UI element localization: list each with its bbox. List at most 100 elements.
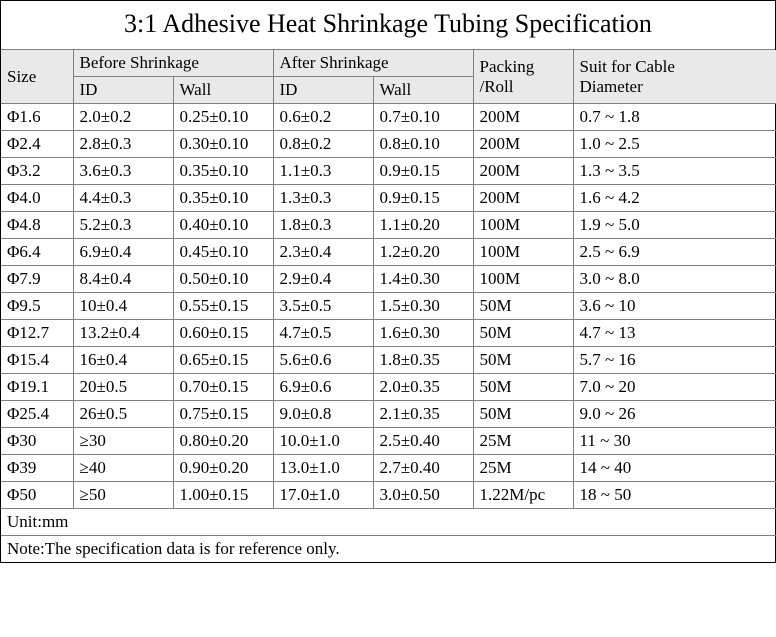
- cell-bwall: 0.45±0.10: [173, 239, 273, 266]
- cell-size: Φ50: [1, 482, 73, 509]
- cell-pack: 50M: [473, 347, 573, 374]
- cell-awall: 2.1±0.35: [373, 401, 473, 428]
- cell-bid: 10±0.4: [73, 293, 173, 320]
- note-row: Note:The specification data is for refer…: [1, 536, 776, 563]
- cell-suit: 4.7 ~ 13: [573, 320, 776, 347]
- cell-size: Φ1.6: [1, 104, 73, 131]
- table-row: Φ39≥400.90±0.2013.0±1.02.7±0.4025M14 ~ 4…: [1, 455, 776, 482]
- cell-bid: 16±0.4: [73, 347, 173, 374]
- cell-suit: 11 ~ 30: [573, 428, 776, 455]
- cell-size: Φ3.2: [1, 158, 73, 185]
- spec-table-container: 3:1 Adhesive Heat Shrinkage Tubing Speci…: [0, 0, 776, 563]
- cell-size: Φ39: [1, 455, 73, 482]
- header-packing: Packing /Roll: [473, 50, 573, 104]
- cell-bid: ≥30: [73, 428, 173, 455]
- cell-awall: 2.7±0.40: [373, 455, 473, 482]
- cell-size: Φ7.9: [1, 266, 73, 293]
- header-suit-l2: Diameter: [580, 77, 643, 96]
- cell-pack: 200M: [473, 104, 573, 131]
- cell-aid: 6.9±0.6: [273, 374, 373, 401]
- cell-pack: 50M: [473, 320, 573, 347]
- cell-aid: 1.3±0.3: [273, 185, 373, 212]
- cell-aid: 10.0±1.0: [273, 428, 373, 455]
- cell-size: Φ2.4: [1, 131, 73, 158]
- cell-size: Φ25.4: [1, 401, 73, 428]
- table-row: Φ7.98.4±0.40.50±0.102.9±0.41.4±0.30100M3…: [1, 266, 776, 293]
- header-after-wall: Wall: [373, 77, 473, 104]
- header-size: Size: [1, 50, 73, 104]
- cell-awall: 3.0±0.50: [373, 482, 473, 509]
- table-row: Φ25.426±0.50.75±0.159.0±0.82.1±0.3550M9.…: [1, 401, 776, 428]
- header-after-id: ID: [273, 77, 373, 104]
- cell-bwall: 0.90±0.20: [173, 455, 273, 482]
- cell-pack: 1.22M/pc: [473, 482, 573, 509]
- table-row: Φ1.62.0±0.20.25±0.100.6±0.20.7±0.10200M0…: [1, 104, 776, 131]
- cell-bid: ≥40: [73, 455, 173, 482]
- cell-pack: 50M: [473, 401, 573, 428]
- cell-size: Φ15.4: [1, 347, 73, 374]
- cell-bid: 6.9±0.4: [73, 239, 173, 266]
- cell-bid: 2.8±0.3: [73, 131, 173, 158]
- cell-suit: 9.0 ~ 26: [573, 401, 776, 428]
- cell-suit: 14 ~ 40: [573, 455, 776, 482]
- cell-bid: 4.4±0.3: [73, 185, 173, 212]
- cell-aid: 9.0±0.8: [273, 401, 373, 428]
- cell-suit: 3.0 ~ 8.0: [573, 266, 776, 293]
- cell-suit: 1.3 ~ 3.5: [573, 158, 776, 185]
- cell-awall: 1.4±0.30: [373, 266, 473, 293]
- cell-aid: 1.1±0.3: [273, 158, 373, 185]
- header-before-wall: Wall: [173, 77, 273, 104]
- cell-bwall: 0.35±0.10: [173, 158, 273, 185]
- cell-aid: 1.8±0.3: [273, 212, 373, 239]
- cell-bid: 2.0±0.2: [73, 104, 173, 131]
- cell-aid: 3.5±0.5: [273, 293, 373, 320]
- cell-bwall: 0.70±0.15: [173, 374, 273, 401]
- cell-bid: 8.4±0.4: [73, 266, 173, 293]
- cell-awall: 0.8±0.10: [373, 131, 473, 158]
- cell-bid: 26±0.5: [73, 401, 173, 428]
- cell-awall: 0.9±0.15: [373, 158, 473, 185]
- cell-bwall: 0.35±0.10: [173, 185, 273, 212]
- cell-pack: 200M: [473, 131, 573, 158]
- cell-aid: 2.9±0.4: [273, 266, 373, 293]
- table-row: Φ6.46.9±0.40.45±0.102.3±0.41.2±0.20100M2…: [1, 239, 776, 266]
- table-header: Size Before Shrinkage After Shrinkage Pa…: [1, 50, 776, 104]
- cell-bwall: 0.65±0.15: [173, 347, 273, 374]
- header-suit-l1: Suit for Cable: [580, 57, 675, 76]
- cell-bwall: 0.25±0.10: [173, 104, 273, 131]
- cell-bid: 5.2±0.3: [73, 212, 173, 239]
- cell-awall: 0.9±0.15: [373, 185, 473, 212]
- cell-bwall: 0.60±0.15: [173, 320, 273, 347]
- cell-awall: 2.5±0.40: [373, 428, 473, 455]
- cell-pack: 200M: [473, 158, 573, 185]
- cell-suit: 1.0 ~ 2.5: [573, 131, 776, 158]
- cell-aid: 13.0±1.0: [273, 455, 373, 482]
- cell-suit: 18 ~ 50: [573, 482, 776, 509]
- cell-aid: 17.0±1.0: [273, 482, 373, 509]
- cell-aid: 4.7±0.5: [273, 320, 373, 347]
- cell-pack: 100M: [473, 239, 573, 266]
- cell-aid: 0.6±0.2: [273, 104, 373, 131]
- table-row: Φ4.04.4±0.30.35±0.101.3±0.30.9±0.15200M1…: [1, 185, 776, 212]
- table-row: Φ4.85.2±0.30.40±0.101.8±0.31.1±0.20100M1…: [1, 212, 776, 239]
- table-row: Φ2.42.8±0.30.30±0.100.8±0.20.8±0.10200M1…: [1, 131, 776, 158]
- cell-pack: 100M: [473, 212, 573, 239]
- header-packing-l1: Packing: [480, 57, 535, 76]
- cell-size: Φ19.1: [1, 374, 73, 401]
- cell-awall: 1.1±0.20: [373, 212, 473, 239]
- cell-size: Φ6.4: [1, 239, 73, 266]
- cell-pack: 200M: [473, 185, 573, 212]
- table-row: Φ3.23.6±0.30.35±0.101.1±0.30.9±0.15200M1…: [1, 158, 776, 185]
- cell-aid: 0.8±0.2: [273, 131, 373, 158]
- cell-pack: 25M: [473, 455, 573, 482]
- cell-awall: 1.8±0.35: [373, 347, 473, 374]
- unit-row: Unit:mm: [1, 509, 776, 536]
- cell-suit: 2.5 ~ 6.9: [573, 239, 776, 266]
- table-row: Φ9.510±0.40.55±0.153.5±0.51.5±0.3050M3.6…: [1, 293, 776, 320]
- table-title: 3:1 Adhesive Heat Shrinkage Tubing Speci…: [1, 1, 775, 50]
- cell-pack: 100M: [473, 266, 573, 293]
- cell-aid: 2.3±0.4: [273, 239, 373, 266]
- table-footer: Unit:mm Note:The specification data is f…: [1, 509, 776, 563]
- table-body: Φ1.62.0±0.20.25±0.100.6±0.20.7±0.10200M0…: [1, 104, 776, 509]
- table-row: Φ30≥300.80±0.2010.0±1.02.5±0.4025M11 ~ 3…: [1, 428, 776, 455]
